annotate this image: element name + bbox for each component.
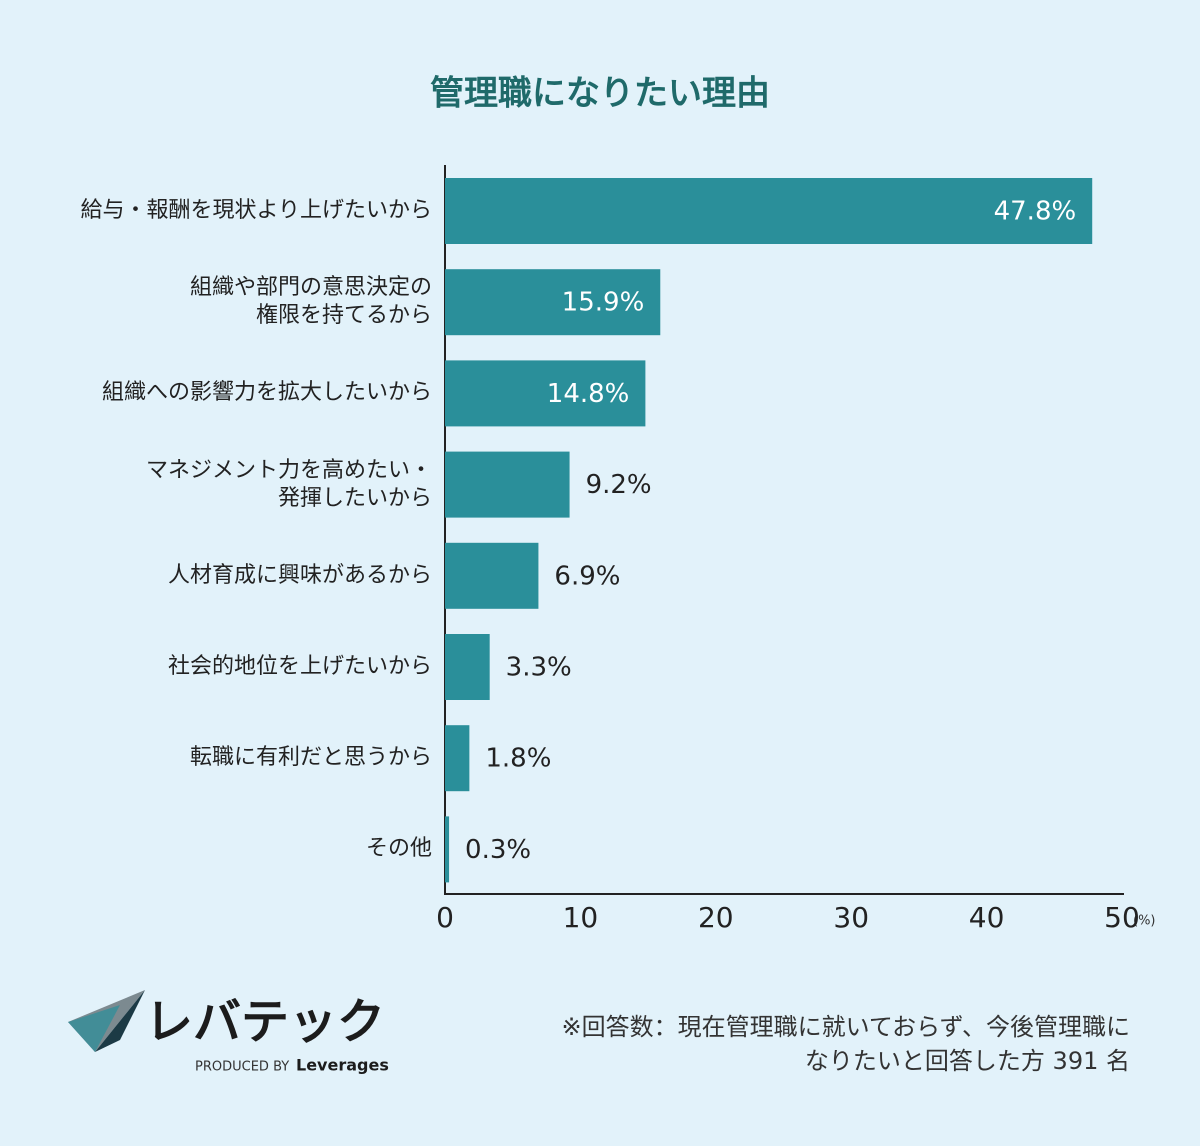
x-tick-label: 0 [436, 901, 454, 934]
x-axis-unit: (%) [1133, 914, 1156, 929]
bar [445, 634, 490, 700]
x-tick-label: 40 [969, 901, 1005, 934]
category-label: 組織への影響力を拡大したいから [101, 380, 432, 406]
value-label: 0.3% [465, 835, 531, 865]
value-label: 1.8% [485, 744, 551, 774]
value-label: 14.8% [547, 379, 630, 409]
x-tick-label: 20 [698, 901, 734, 934]
bar [445, 178, 1093, 244]
category-label: 給与・報酬を現状より上げたいから [80, 198, 432, 223]
x-tick-label: 50 [1104, 901, 1140, 934]
x-tick-label: 10 [563, 901, 599, 934]
value-label: 6.9% [554, 561, 620, 591]
category-label: 人材育成に興味があるから [167, 562, 432, 588]
footnote: ※回答数：現在管理職に就いておらず、今後管理職に なりたいと回答した方 391 … [561, 1013, 1130, 1075]
category-label: 社会的地位を上げたいから [167, 654, 432, 679]
value-label: 3.3% [506, 653, 572, 683]
category-label: マネジメント力を高めたい・ 発揮したいから [145, 457, 432, 511]
bar [445, 451, 570, 518]
value-label: 47.8% [994, 197, 1077, 227]
value-label: 9.2% [586, 470, 652, 500]
category-label: その他 [365, 836, 432, 862]
x-tick-label: 30 [833, 901, 869, 934]
bar [445, 816, 450, 883]
bar [445, 542, 539, 609]
bar [445, 269, 661, 336]
chart-title: 管理職になりたい理由 [430, 74, 770, 114]
value-label: 15.9% [562, 288, 645, 318]
logo-brand: Leverages [296, 1056, 389, 1075]
bar [445, 725, 470, 792]
logo: レバテック PRODUCED BY Leverages [68, 990, 389, 1075]
bar [445, 360, 646, 427]
category-label: 組織や部門の意思決定の 権限を持てるから [189, 275, 432, 329]
category-label: 転職に有利だと思うから [189, 745, 432, 771]
logo-name: レバテック [145, 994, 385, 1050]
logo-produced-by: PRODUCED BY [195, 1060, 289, 1075]
